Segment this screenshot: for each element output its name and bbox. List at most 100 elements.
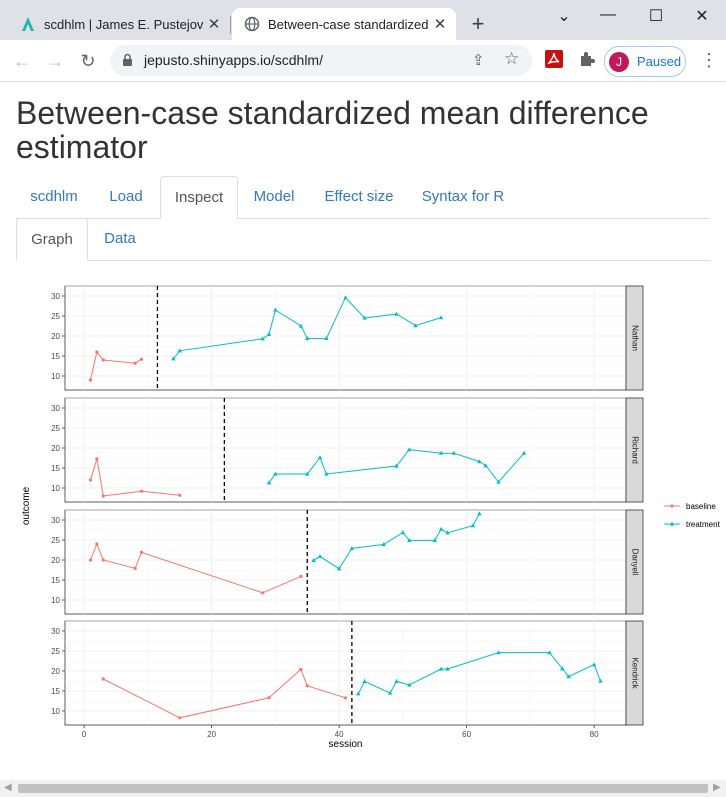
treatment-point [305, 471, 310, 476]
tab-model[interactable]: Model [253, 188, 295, 205]
baseline-point [267, 696, 271, 700]
treatment-point [566, 674, 571, 679]
treatment-point [438, 666, 444, 671]
lock-icon [122, 53, 133, 72]
facet-strip [625, 509, 644, 615]
bookmark-star-icon[interactable]: ☆ [504, 49, 520, 68]
window-close-icon[interactable]: ✕ [695, 8, 709, 25]
x-tick-label: 0 [82, 730, 87, 739]
treatment-point [317, 554, 323, 558]
tab-effect-size[interactable]: Effect size [324, 188, 394, 205]
treatment-series-line [313, 513, 480, 570]
tab-data[interactable]: Data [104, 230, 136, 247]
facet-strip [625, 285, 644, 391]
globe-icon [244, 16, 260, 32]
share-icon[interactable]: ⇪ [472, 52, 485, 69]
baseline-series-line [103, 668, 346, 719]
baseline-point [178, 716, 182, 720]
treatment-point [260, 336, 265, 341]
y-tick-label: 30 [51, 292, 60, 301]
legend-label-baseline: baseline [686, 502, 716, 511]
treatment-point [598, 678, 603, 683]
y-tick-label: 20 [51, 444, 60, 453]
scrollbar-thumb[interactable] [18, 784, 708, 793]
treatment-point [560, 666, 565, 671]
treatment-point [407, 682, 412, 687]
treatment-point [400, 530, 406, 534]
tab-scdhlm[interactable]: scdhlm [30, 188, 78, 205]
treatment-point [343, 295, 348, 300]
facet-strip-label: Danyell [630, 549, 639, 576]
panel-background [64, 620, 627, 726]
tab-load[interactable]: Load [109, 188, 143, 205]
horizontal-scrollbar[interactable]: ◀ ▶ [0, 780, 726, 797]
close-icon[interactable]: ✕ [207, 16, 221, 33]
legend-key-treatment-point [669, 521, 675, 526]
facet-strip-label: Kendrick [630, 657, 639, 689]
treatment-point [317, 455, 323, 460]
kebab-menu-icon[interactable]: ⋮ [700, 50, 718, 70]
page-title: Between-case standardized mean differenc… [16, 95, 649, 165]
treatment-point [273, 471, 278, 476]
scroll-right-icon[interactable]: ▶ [713, 782, 721, 793]
facet-strip-label: Nathan [630, 325, 639, 351]
treatment-point [311, 558, 316, 562]
x-tick-label: 80 [590, 730, 599, 739]
treatment-point [324, 471, 329, 476]
url-text: jepusto.shinyapps.io/scdhlm/ [144, 52, 323, 68]
baseline-point [305, 684, 309, 688]
baseline-point [101, 358, 105, 362]
y-tick-label: 30 [51, 404, 60, 413]
baseline-point [95, 542, 99, 546]
new-tab-icon[interactable]: + [471, 11, 485, 36]
y-tick-label: 15 [51, 464, 60, 473]
profile-button[interactable]: J Paused [604, 46, 686, 77]
minimize-icon[interactable]: — [600, 6, 616, 23]
browser-tab-estimator[interactable]: Between-case standardized me ✕ [232, 8, 456, 40]
facet-plot: 10 15 20 25 30 Nathan 10 15 20 25 30 Richard 10 15 20 2… [16, 276, 726, 765]
x-tick-label: 40 [335, 730, 344, 739]
treatment-point [438, 526, 444, 531]
profile-status-label: Paused [637, 54, 682, 69]
y-axis-title: outcome [21, 486, 32, 525]
x-tick-label: 60 [462, 730, 471, 739]
baseline-point [261, 591, 265, 595]
tab-syntax-for-r[interactable]: Syntax for R [421, 188, 505, 205]
treatment-point [171, 356, 176, 361]
treatment-point [496, 650, 501, 655]
browser-tab-strip: scdhlm | James E. Pustejovsky ✕ Between-… [0, 0, 726, 40]
close-icon[interactable]: ✕ [433, 16, 447, 33]
scroll-left-icon[interactable]: ◀ [4, 782, 12, 793]
baseline-point [133, 566, 137, 570]
y-tick-label: 10 [51, 484, 60, 493]
back-icon[interactable]: ← [13, 51, 31, 71]
pdf-extension-icon[interactable] [545, 50, 563, 73]
baseline-point [343, 696, 348, 700]
y-tick-label: 25 [51, 536, 60, 545]
treatment-point [349, 546, 355, 550]
browser-tab-title: scdhlm | James E. Pustejovsky [44, 16, 204, 32]
treatment-point [298, 323, 304, 328]
treatment-point [496, 479, 501, 484]
tab-search-icon[interactable]: ⌄ [557, 8, 571, 25]
facet-strip-label: Richard [630, 436, 639, 464]
legend-label-treatment: treatment [686, 520, 721, 529]
browser-tab-scdhlm[interactable]: scdhlm | James E. Pustejovsky ✕ [8, 8, 230, 40]
maximize-icon[interactable]: ☐ [648, 8, 664, 25]
tab-inspect[interactable]: Inspect [160, 176, 238, 219]
extensions-puzzle-icon[interactable] [578, 50, 596, 73]
y-tick-label: 30 [51, 627, 60, 636]
y-tick-label: 10 [51, 707, 60, 716]
treatment-point [438, 315, 444, 320]
tab-graph[interactable]: Graph [16, 218, 88, 261]
treatment-point [591, 662, 597, 667]
main-tabs: scdhlm Load Inspect Model Effect size Sy… [16, 176, 710, 219]
baseline-point [139, 357, 144, 361]
treatment-point [477, 511, 482, 516]
treatment-point [177, 348, 182, 353]
x-tick-label: 20 [207, 730, 216, 739]
address-bar[interactable]: jepusto.shinyapps.io/scdhlm/ ⇪ ☆ [110, 45, 532, 76]
y-tick-label: 10 [51, 596, 60, 605]
forward-icon[interactable]: → [46, 51, 64, 71]
reload-icon[interactable]: ↻ [80, 51, 96, 71]
